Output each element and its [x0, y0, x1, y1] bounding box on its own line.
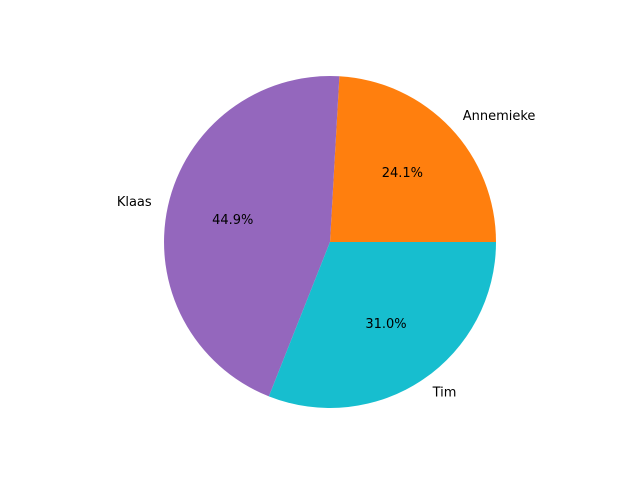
- slice-label-annemieke: Annemieke: [463, 109, 536, 124]
- slice-label-tim: Tim: [432, 386, 457, 401]
- slice-percent-annemieke: 24.1%: [382, 166, 423, 181]
- pie-labels: Annemieke 24.1% Klaas 44.9% Tim 31.0%: [117, 109, 536, 400]
- pie-slices: [164, 76, 496, 408]
- pie-slice-annemieke: [330, 76, 496, 243]
- pie-slice-klaas: [164, 76, 340, 397]
- pie-slice-tim: [268, 242, 496, 408]
- slice-percent-klaas: 44.9%: [212, 213, 253, 228]
- slice-label-klaas: Klaas: [117, 195, 152, 210]
- slice-percent-tim: 31.0%: [365, 317, 406, 332]
